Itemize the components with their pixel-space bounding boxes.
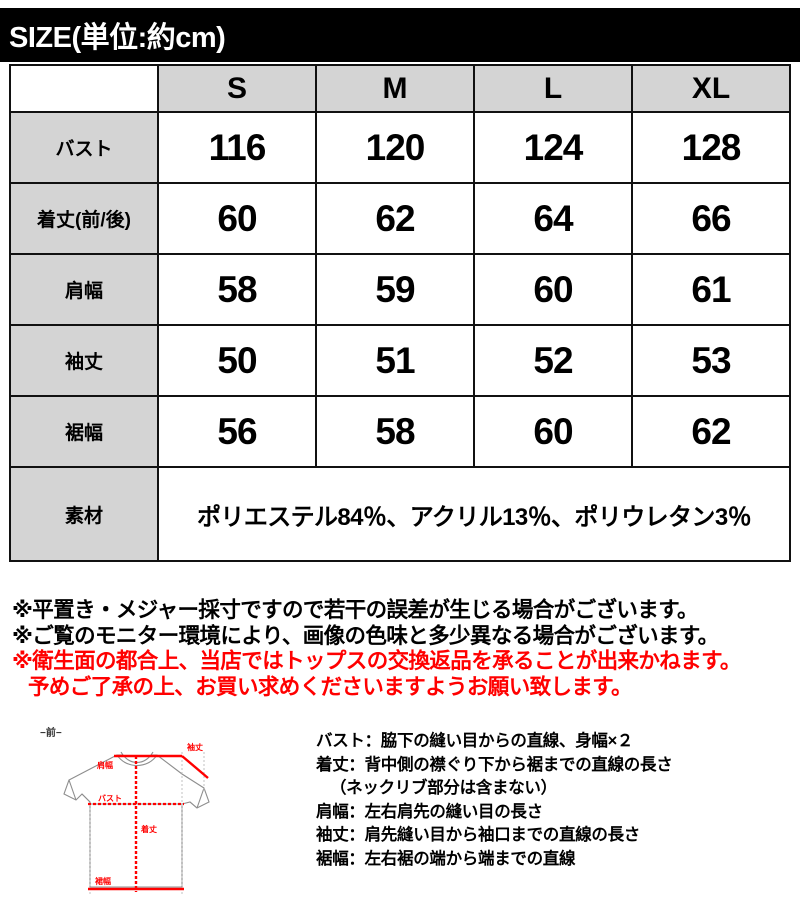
cell-shoulder-m: 59 [315,253,475,326]
definition-shoulder: 肩幅：左右肩先の縫い目の長さ [316,802,543,821]
tshirt-diagram-svg: −前− [40,726,210,894]
row-label-hem: 裾幅 [9,395,159,468]
cell-bust-l: 124 [473,111,633,184]
definition-hem: 裾幅：左右裾の端から端までの直線 [316,849,576,868]
definition-length-note: （ネックリブ部分は含まない） [330,779,557,797]
note-line-measurement: ※平置き・メジャー採寸ですので若干の誤差が生じる場合がございます。 [12,598,698,622]
size-header-title: SIZE(単位:約cm) [9,22,226,54]
table-row: 着丈(前/後) 60 62 64 66 [9,182,791,255]
annotation-length-label: 着丈 [140,824,157,834]
notes-block: ※平置き・メジャー採寸ですので若干の誤差が生じる場合がございます。 ※ご覧のモニ… [12,598,792,700]
annotation-bust-label: バスト [98,794,122,803]
cell-length-s: 60 [157,182,317,255]
cell-length-l: 64 [473,182,633,255]
cell-sleeve-xl: 53 [631,324,791,397]
cell-material-composition: ポリエステル84％、アクリル13％、ポリウレタン3％ [157,466,791,562]
cell-shoulder-s: 58 [157,253,317,326]
column-header-m: M [315,64,475,113]
row-label-material: 素材 [9,466,159,562]
row-label-sleeve: 袖丈 [9,324,159,397]
cell-bust-xl: 128 [631,111,791,184]
bottom-section: −前− [0,722,800,899]
definition-sleeve: 袖丈：肩先縫い目から袖口までの直線の長さ [316,826,641,844]
cell-sleeve-s: 50 [157,324,317,397]
annotation-sleeve-label: 袖丈 [186,742,203,752]
row-label-length: 着丈(前/後) [9,182,159,255]
sleeve-measure-line [181,755,209,779]
table-row: 袖丈 50 51 52 53 [9,324,791,397]
cell-hem-m: 58 [315,395,475,468]
note-line-monitor: ※ご覧のモニター環境により、画像の色味と多少異なる場合がございます。 [12,623,719,648]
definition-length: 着丈：背中側の襟ぐり下から裾までの直線の長さ [316,755,673,774]
measurement-definitions: バスト：脇下の縫い目からの直線、身幅×２ 着丈：背中側の襟ぐり下から裾までの直線… [316,730,796,871]
diagram-guide-lines [89,752,205,894]
table-corner-cell [9,64,159,113]
cell-hem-s: 56 [157,395,317,468]
annotation-hem-label: 裙幅 [94,876,111,886]
cell-bust-s: 116 [157,111,317,184]
cell-sleeve-l: 52 [473,324,633,397]
table-header-row: S M L XL [9,64,791,113]
cell-shoulder-xl: 61 [631,253,791,326]
size-table: S M L XL バスト 116 120 124 128 着丈(前/後) 60 … [9,64,791,562]
diagram-view-label: −前− [40,726,62,739]
cell-length-m: 62 [315,182,475,255]
column-header-s: S [157,64,317,113]
table-row: 肩幅 58 59 60 61 [9,253,791,326]
note-line-no-returns: ※衛生面の都合上、当店ではトップスの交換返品を承ることが出来かねます。 [12,649,741,673]
note-line-acknowledge: 予めご了承の上、お買い求めくださいますようお願い致します。 [28,674,633,699]
annotation-shoulder-label: 肩幅 [97,760,113,770]
size-header-bar: SIZE(単位:約cm) [0,8,800,62]
cell-bust-m: 120 [315,111,475,184]
table-row: 裾幅 56 58 60 62 [9,395,791,468]
table-row-material: 素材 ポリエステル84％、アクリル13％、ポリウレタン3％ [9,466,791,562]
row-label-bust: バスト [9,111,159,184]
cell-shoulder-l: 60 [473,253,633,326]
cell-sleeve-m: 51 [315,324,475,397]
table-row: バスト 116 120 124 128 [9,111,791,184]
size-table-container: S M L XL バスト 116 120 124 128 着丈(前/後) 60 … [9,64,791,562]
cell-hem-xl: 62 [631,395,791,468]
definition-bust: バスト：脇下の縫い目からの直線、身幅×２ [316,732,634,750]
cell-length-xl: 66 [631,182,791,255]
tshirt-diagram: −前− [22,722,302,899]
cell-hem-l: 60 [473,395,633,468]
column-header-l: L [473,64,633,113]
row-label-shoulder: 肩幅 [9,253,159,326]
column-header-xl: XL [631,64,791,113]
